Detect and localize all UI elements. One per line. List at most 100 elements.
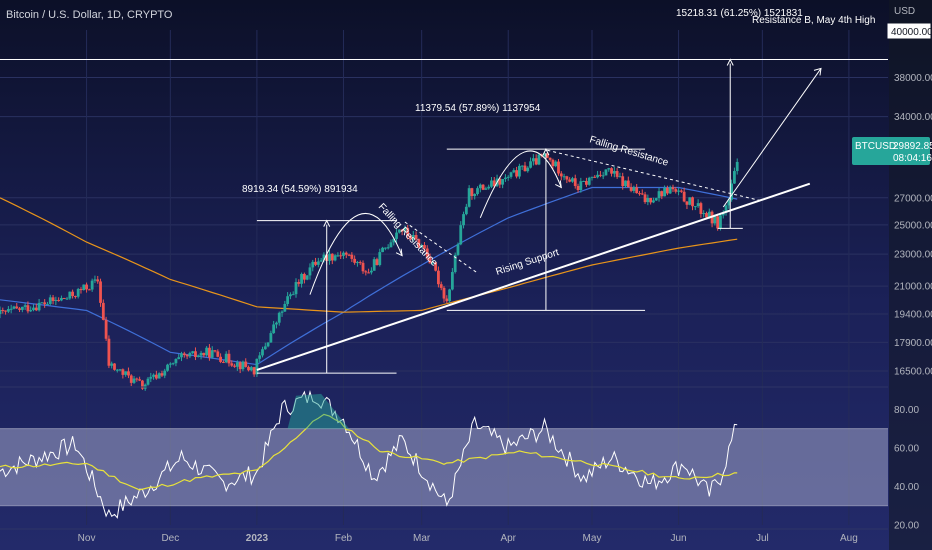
level-box: 40000.00 [887,23,932,39]
candle-body [221,361,225,363]
measure-label-2: 11379.54 (57.89%) 1137954 [415,103,541,114]
candle-body [490,180,493,187]
candle-body [400,229,404,232]
candle-body [431,262,435,264]
candle-body [266,342,270,347]
candle-body [434,262,438,271]
candle-body [191,351,195,354]
curved-arrow-1 [309,213,403,295]
candle-body [735,161,739,172]
candle-body [459,225,463,245]
candle-body [57,299,61,301]
candle-body [60,297,63,301]
candle-body [640,193,644,195]
candle-body [269,333,273,343]
candle-body [297,282,301,284]
candle-body [96,279,100,282]
candle-body [369,270,373,273]
falling-resistance-line-2 [547,149,760,201]
candle-body [23,305,27,307]
measure-arrow-head [323,219,331,227]
candle-body [68,291,72,299]
candle-body [294,282,298,295]
candle-body [364,271,368,273]
candle-body [590,176,594,178]
curved-arrow-1-head [395,248,403,257]
candle-body [127,371,130,376]
candle-body [18,308,21,310]
candle-body [319,260,323,262]
candle-body [157,373,161,379]
candle-body [6,309,10,312]
candle-body [90,280,94,290]
candle-body [411,235,415,240]
candle-body [445,298,449,302]
candle-body [247,366,250,371]
candle-body [210,350,214,358]
candle-body [693,206,697,208]
candle-body [347,254,351,256]
resistance-b-label: Resistance B, May 4th High [752,15,875,26]
time-tick-label: Dec [161,533,179,544]
candle-body [166,364,169,371]
candle-body [425,248,429,258]
candle-body [638,193,641,195]
candle-body [423,245,426,249]
candle-body [610,168,613,174]
price-axis-background [889,0,932,550]
candle-body [255,358,259,375]
candle-body [235,362,239,367]
candle-body [721,212,725,216]
falling-resistance-line-1 [404,221,478,274]
candle-body [37,302,41,311]
candle-body [716,216,720,229]
candle-body [4,310,7,312]
candle-body [688,197,692,205]
candle-body [476,188,479,194]
candle-body [107,338,111,366]
candle-body [62,297,66,299]
candle-body [383,247,387,249]
candle-body [46,303,49,305]
rsi-tick-label: 80.00 [894,405,919,416]
candle-body [73,296,77,298]
candle-body [291,294,295,296]
projection-arrow-head [813,67,822,76]
price-tick-label: 38000.00 [894,73,932,84]
candle-body [85,284,88,290]
candle-body [353,258,357,263]
candle-body [696,203,700,207]
candle-body [464,206,468,215]
candles [0,151,739,391]
curved-arrow-2-head [555,180,562,189]
price-tick-label: 23000.00 [894,250,932,261]
candle-body [456,244,460,255]
candle-body [618,176,622,178]
candle-body [194,351,197,358]
candle-body [629,187,633,191]
candle-body [48,297,52,304]
candle-body [437,270,440,285]
candle-body [702,213,706,215]
candle-body [512,170,516,173]
measure-arrow-head [542,148,550,156]
candle-body [409,235,412,240]
candle-body [389,242,393,248]
candle-body [626,180,630,188]
candle-body [467,188,471,207]
candle-body [587,177,591,185]
candle-body [141,380,144,389]
candle-body [227,353,231,364]
candle-body [358,262,362,264]
candle-body [612,171,616,174]
candle-body [26,305,30,312]
candle-body [515,170,519,177]
rsi-overbought-fill [287,393,350,429]
candle-body [29,310,33,312]
candle-body [40,302,44,304]
candle-body [598,174,602,176]
candle-body [674,189,678,192]
candle-body [657,191,661,199]
candle-body [124,371,128,375]
candle-body [713,216,717,224]
